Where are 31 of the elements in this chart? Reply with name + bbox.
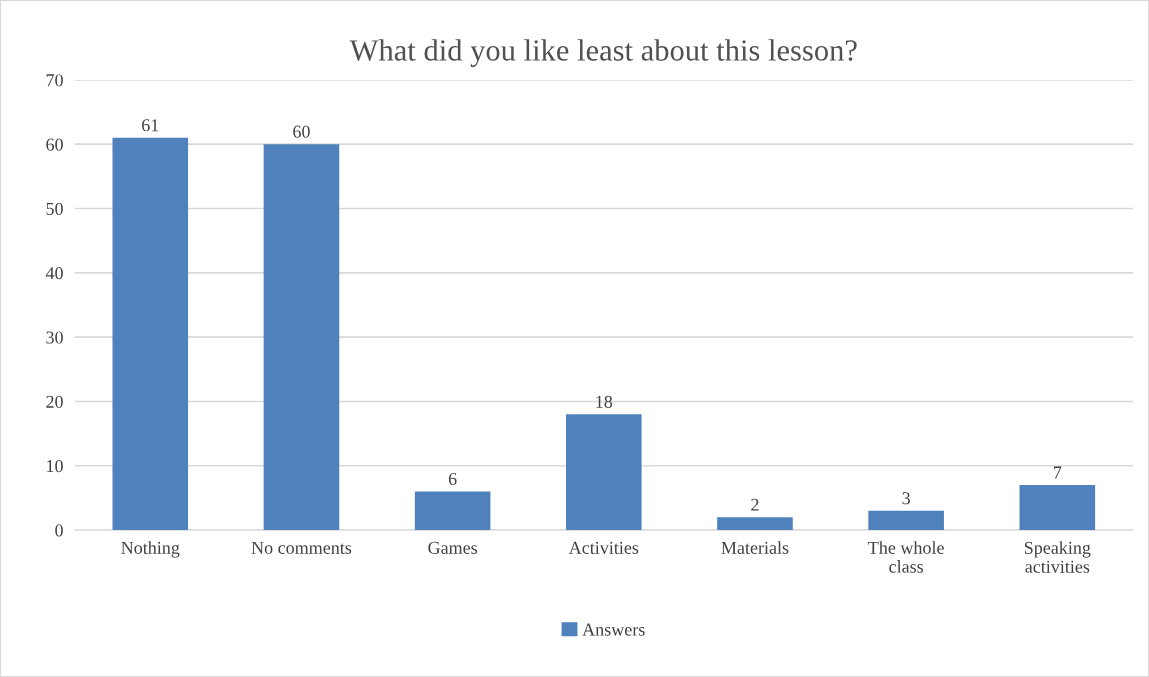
bar bbox=[566, 414, 642, 531]
data-label: 7 bbox=[1054, 466, 1062, 479]
legend-label: Answers bbox=[582, 623, 645, 636]
bar bbox=[868, 510, 944, 531]
y-tick-label: 30 bbox=[46, 331, 63, 344]
data-label: 61 bbox=[142, 119, 159, 132]
x-tick-label: No comments bbox=[251, 541, 352, 554]
chart-title: What did you like least about this lesson? bbox=[349, 39, 857, 68]
bar bbox=[263, 144, 340, 531]
x-tick-label: Activities bbox=[568, 541, 639, 554]
y-tick-label: 50 bbox=[46, 202, 63, 215]
data-label: 18 bbox=[596, 395, 613, 408]
bar bbox=[112, 137, 189, 531]
x-tick-label: The whole class bbox=[868, 541, 944, 573]
data-label: 3 bbox=[902, 492, 910, 505]
data-label: 6 bbox=[448, 472, 457, 486]
x-tick-label: Nothing bbox=[121, 541, 180, 558]
data-label: 2 bbox=[751, 498, 759, 511]
x-tick-label: Games bbox=[428, 541, 478, 554]
bar bbox=[717, 517, 793, 531]
x-tick-label: Speaking activities bbox=[1024, 541, 1091, 573]
y-tick-label: 70 bbox=[46, 74, 63, 87]
y-tick-label: 10 bbox=[47, 460, 63, 473]
x-tick-label: Materials bbox=[721, 541, 789, 554]
y-tick-label: 40 bbox=[45, 267, 63, 280]
y-tick-label: 60 bbox=[46, 138, 63, 151]
data-label: 60 bbox=[293, 125, 310, 138]
y-tick-label: 20 bbox=[46, 395, 63, 408]
bar bbox=[1019, 485, 1096, 531]
y-tick-label: 0 bbox=[55, 524, 63, 537]
bar bbox=[414, 491, 491, 531]
